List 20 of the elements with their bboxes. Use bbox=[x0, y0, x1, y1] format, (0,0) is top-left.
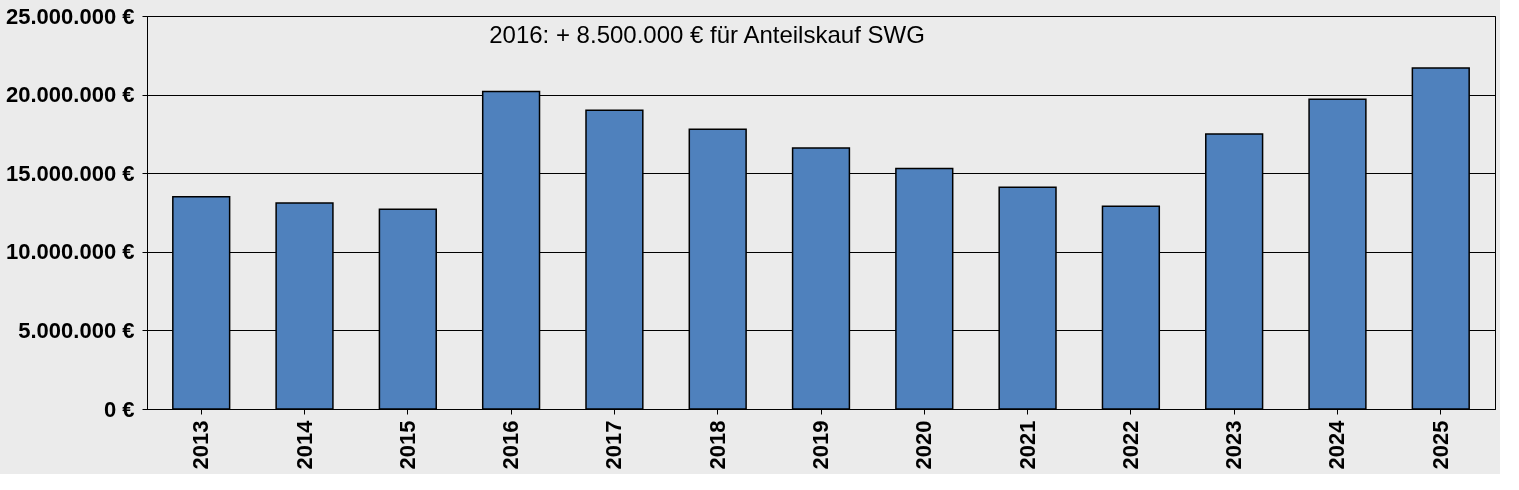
y-tick-label: 5.000.000 € bbox=[18, 317, 135, 343]
x-tick-label: 2023 bbox=[1221, 420, 1247, 470]
x-tick-label: 2024 bbox=[1324, 419, 1350, 470]
x-tick-label: 2022 bbox=[1117, 420, 1143, 470]
y-tick-label: 15.000.000 € bbox=[6, 160, 135, 186]
x-tick-label: 2017 bbox=[601, 420, 627, 470]
x-tick-label: 2013 bbox=[188, 420, 214, 470]
x-tick-label: 2025 bbox=[1427, 420, 1453, 470]
x-tick-label: 2016 bbox=[498, 420, 524, 470]
y-tick-label: 10.000.000 € bbox=[6, 239, 135, 265]
x-tick-label: 2019 bbox=[808, 420, 833, 470]
y-tick-label: 20.000.000 € bbox=[6, 82, 135, 108]
y-tick-label: 0 € bbox=[103, 396, 135, 422]
x-tick-label: 2018 bbox=[704, 420, 730, 470]
x-tick-label: 2014 bbox=[291, 419, 317, 470]
x-tick-label: 2021 bbox=[1014, 420, 1040, 470]
x-tick-label: 2020 bbox=[911, 420, 937, 470]
y-tick-label: 25.000.000 € bbox=[6, 3, 135, 29]
x-tick-label: 2015 bbox=[394, 420, 420, 470]
annotation: 2016: + 8.500.000 € für Anteilskauf SWG bbox=[489, 21, 925, 48]
